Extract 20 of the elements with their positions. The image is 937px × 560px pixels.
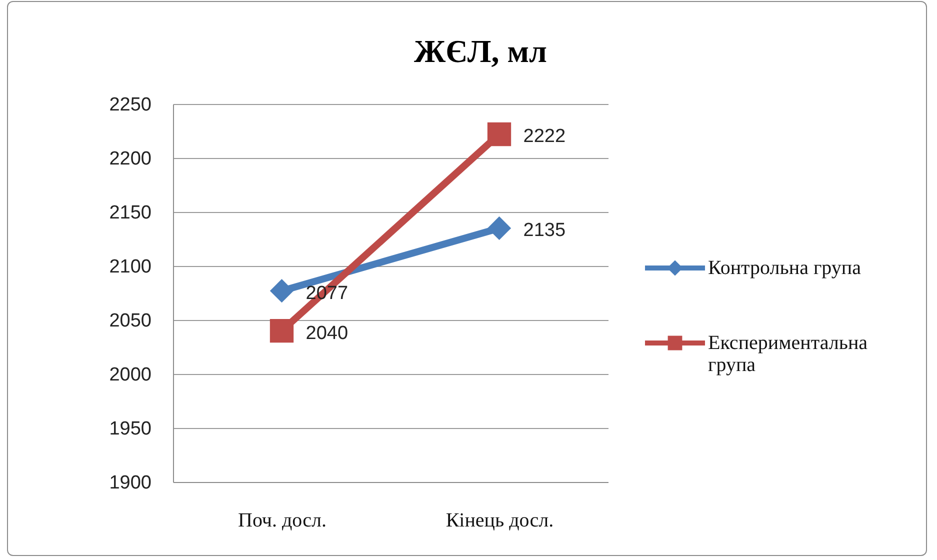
y-tick-label: 1900 xyxy=(109,472,152,494)
data-label: 2222 xyxy=(523,126,566,148)
x-tick-label: Кінець досл. xyxy=(446,510,554,532)
point xyxy=(270,318,294,343)
y-tick-label: 2000 xyxy=(109,364,152,386)
y-tick-label: 2200 xyxy=(109,148,152,170)
data-label: 2135 xyxy=(523,220,566,242)
y-tick-label: 2100 xyxy=(109,256,152,278)
point xyxy=(487,216,512,240)
legend-label: Контрольна група xyxy=(708,257,862,279)
data-label: 2040 xyxy=(306,322,348,344)
chart-title: ЖЄЛ, мл xyxy=(414,33,548,69)
point xyxy=(487,122,512,146)
legend-label: Експериментальна група xyxy=(708,332,868,376)
y-tick-label: 1950 xyxy=(109,418,152,440)
y-tick-label: 2150 xyxy=(109,202,152,224)
y-tick-label: 2050 xyxy=(109,310,152,332)
point xyxy=(270,279,294,303)
x-tick-label: Поч. досл. xyxy=(238,510,327,532)
y-tick-label: 2250 xyxy=(109,94,152,116)
